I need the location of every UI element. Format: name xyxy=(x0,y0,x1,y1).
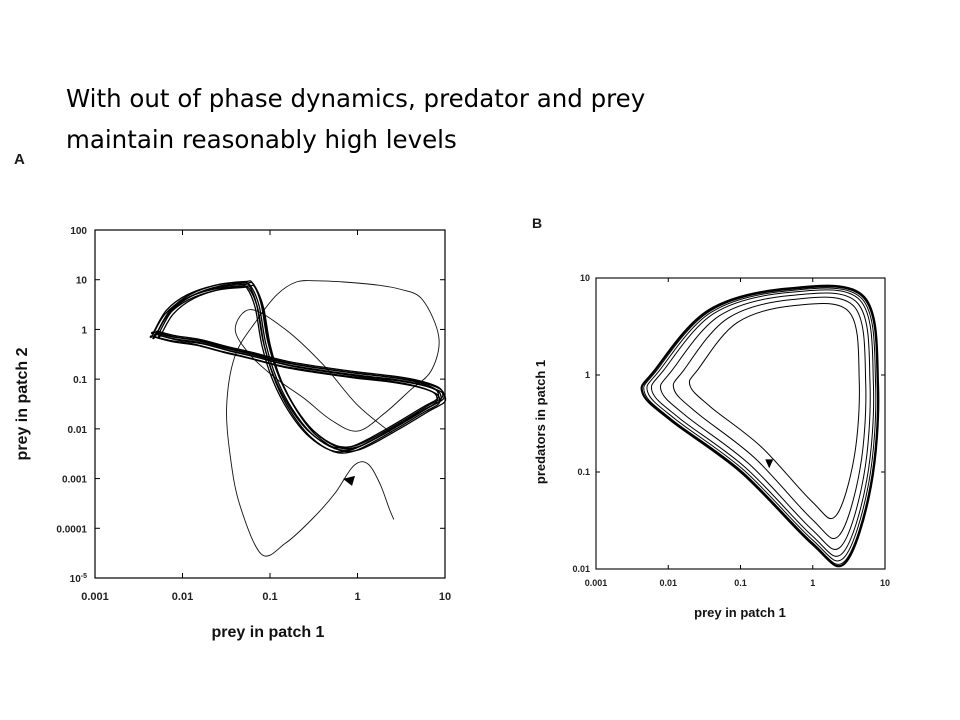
panel-b-xtick-label: 10 xyxy=(880,578,890,588)
panel-a-frame xyxy=(94,229,446,579)
panel-a-limit-cycle-loop xyxy=(150,281,440,449)
panel-b-letter: B xyxy=(532,215,542,231)
panel-b-curves xyxy=(640,284,880,568)
panel-a-xtick-label: 10 xyxy=(439,591,451,603)
panel-b-trajectory-loop xyxy=(650,289,875,557)
panel-a-ytick-label: 0.01 xyxy=(68,425,88,436)
panel-a-ytick-label: 0.1 xyxy=(73,375,87,386)
panel-b-ytick-label: 1 xyxy=(585,370,590,380)
panel-a-ytick-label: 100 xyxy=(70,226,87,237)
slide-title: With out of phase dynamics, predator and… xyxy=(66,78,926,160)
panel-a-ylabel: prey in patch 2 xyxy=(14,347,31,460)
panel-a-chart: A 0.001 0.01 0.1 1 10 10-5 0.0001 0.001 0.01 0.1 1… xyxy=(14,151,451,641)
panel-a-xtick-label: 0.1 xyxy=(262,591,277,603)
panel-b-xtick-label: 1 xyxy=(810,578,815,588)
panel-a-limit-cycle-loop xyxy=(152,286,441,454)
panel-a-ticks: 0.001 0.01 0.1 1 10 10-5 0.0001 0.001 0.01 0.1 1 10… xyxy=(56,226,451,603)
panel-b-xlabel: prey in patch 1 xyxy=(694,605,786,620)
panel-b-ticks: 0.001 0.01 0.1 1 10 0.01 0.1 1 10 xyxy=(572,273,890,588)
panel-a-direction-arrow xyxy=(343,475,356,486)
panel-b-trajectory-loop xyxy=(672,296,867,540)
panel-b-xtick-label: 0.001 xyxy=(585,578,608,588)
panel-b-ylabel: predators in patch 1 xyxy=(533,360,548,484)
panel-b-xtick-label: 0.01 xyxy=(659,578,677,588)
panel-a-ytick-label: 10-5 xyxy=(70,573,87,585)
panel-a-ytick-label: 10 xyxy=(76,276,88,287)
panel-a-ytick-label: 1 xyxy=(81,325,87,336)
panel-a-xlabel: prey in patch 1 xyxy=(212,624,325,641)
panel-b-trajectory-loop xyxy=(659,292,871,551)
panel-b-ytick-label: 0.01 xyxy=(572,564,590,574)
panel-a-xtick-label: 1 xyxy=(354,591,360,603)
panel-a-letter: A xyxy=(14,151,25,168)
panel-b-trajectory-loop xyxy=(640,284,880,568)
panel-a-limit-cycle-loop xyxy=(155,280,444,448)
panel-b-ytick-label: 10 xyxy=(580,273,590,283)
panel-b-ytick-label: 0.1 xyxy=(577,467,590,477)
panel-a-xtick-label: 0.001 xyxy=(81,591,109,603)
slide-title-line-2: maintain reasonably high levels xyxy=(66,125,457,154)
slide-title-line-1: With out of phase dynamics, predator and… xyxy=(66,84,646,113)
panel-b-trajectory-loop xyxy=(646,287,877,562)
panel-b-xtick-label: 0.1 xyxy=(734,578,747,588)
panel-a-ytick-label: 0.001 xyxy=(62,475,87,486)
panel-b-chart: B 0.001 0.01 0.1 1 10 0.01 0.1 1 10 prey in patc… xyxy=(532,215,890,620)
panel-a-xtick-label: 0.01 xyxy=(172,591,193,603)
panel-b-frame xyxy=(595,277,886,570)
panel-a-ytick-label: 0.0001 xyxy=(56,524,87,535)
panel-a-curves xyxy=(149,280,447,557)
panel-b-direction-arrow xyxy=(765,459,774,469)
panel-b-trajectory-loop xyxy=(688,302,860,520)
